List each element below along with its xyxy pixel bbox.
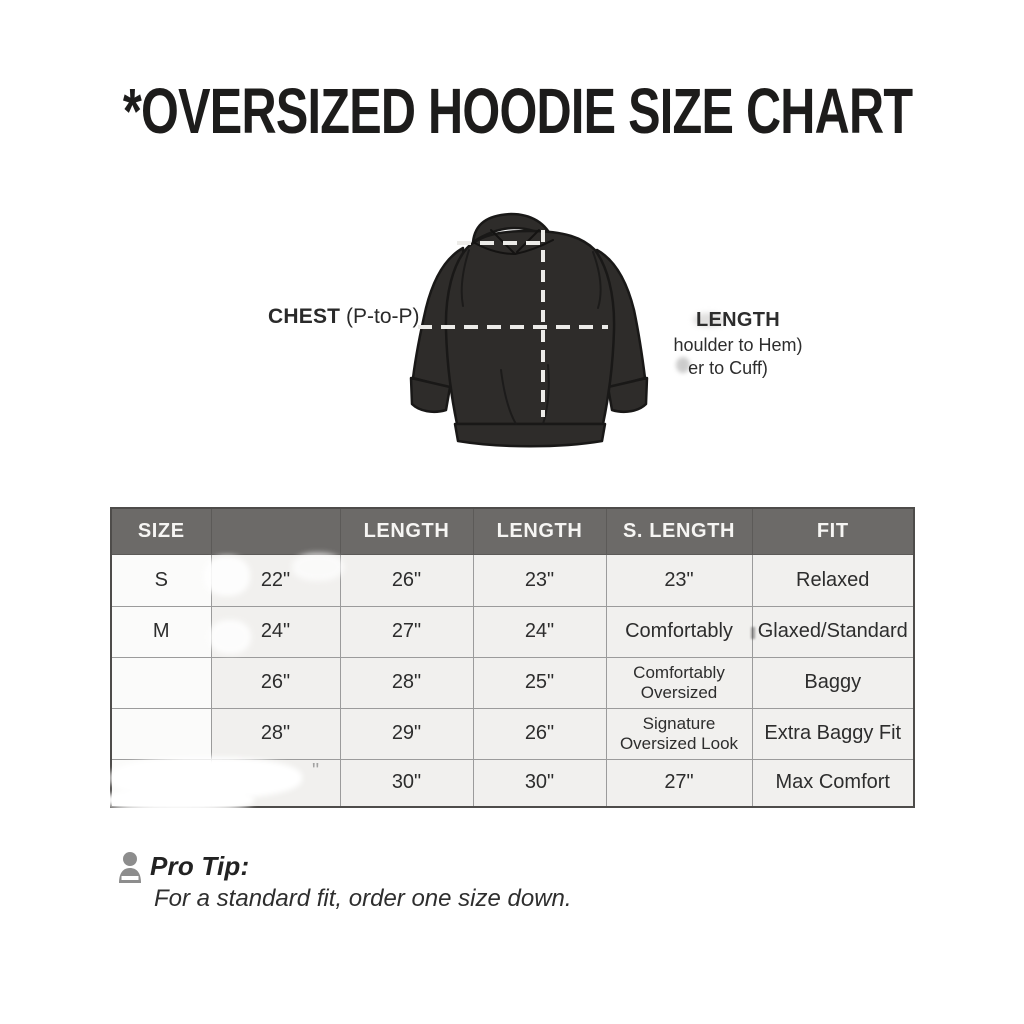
column-header [210,507,341,555]
length-label-bold: LENGTH [695,309,781,331]
length-measure-label: LENGTH houlder to Hem) er to Cuff) [648,309,828,379]
table-row: S 22" 26" 23" 23" Relaxed [110,553,915,607]
erased-area [204,556,250,596]
erased-ink-ghost [676,357,690,373]
value-cell: 27" [605,758,753,808]
page-title: *OVERSIZED HOODIE SIZE CHART [122,75,913,147]
value-cell: 25" [472,656,607,709]
erased-ink-ghost [693,313,725,327]
length-label-sub2: er to Cuff) [688,358,768,378]
erased-text-remnant: " [312,760,320,782]
person-icon [119,852,141,883]
value-cell: 28" [210,707,341,760]
value-cell: Max Comfort [751,758,915,808]
value-cell: 26" [210,656,341,709]
size-cell: M [110,605,212,658]
value-cell: 29" [339,707,474,760]
value-cell: Relaxed [751,553,915,607]
value-cell: 23" [605,553,753,607]
column-header: SIZE [110,507,212,555]
hoodie-illustration [409,212,649,448]
pro-tip-heading: Pro Tip: [150,851,250,881]
column-header: S. LENGTH [605,507,753,555]
erased-letter-remnant [751,627,755,639]
value-cell: Comfortably [605,605,753,658]
value-cell: 23" [472,553,607,607]
pro-tip-text: For a standard fit, order one size down. [154,885,572,912]
value-cell: 26" [339,553,474,607]
value-cell: 24" [472,605,607,658]
value-cell: Baggy [751,656,915,709]
value-cell: 27" [339,605,474,658]
column-header: FIT [751,507,915,555]
table-row: 28" 29" 26" Signature Oversized Look Extra B… [110,707,915,760]
hoodie-shape [409,212,649,448]
column-header: LENGTH [472,507,607,555]
length-label-sub1: houlder to Hem) [673,335,803,355]
erased-area [209,620,251,654]
measurement-lines [418,230,608,417]
table-row: M 24" 27" 24" Comfortably Glaxed/Standard [110,605,915,658]
size-cell: S [110,553,212,607]
value-cell: 30" [339,758,474,808]
size-cell [110,656,212,709]
value-cell: Glaxed/Standard [751,605,915,658]
value-cell: 26" [472,707,607,760]
erased-area [292,553,344,581]
value-cell: Extra Baggy Fit [751,707,915,760]
column-header: LENGTH [339,507,474,555]
table-row: 26" 28" 25" Comfortably Oversized Baggy [110,656,915,709]
size-cell [110,707,212,760]
chest-label-sub: (P-to-P) [340,305,420,328]
value-cell: 28" [339,656,474,709]
erased-area [104,788,254,812]
value-cell: Comfortably Oversized [605,656,753,709]
chest-label-bold: CHEST [268,305,341,328]
value-cell: 30" [472,758,607,808]
value-cell: Signature Oversized Look [605,707,753,760]
chest-measure-label: CHEST (P-to-P) [268,305,420,329]
